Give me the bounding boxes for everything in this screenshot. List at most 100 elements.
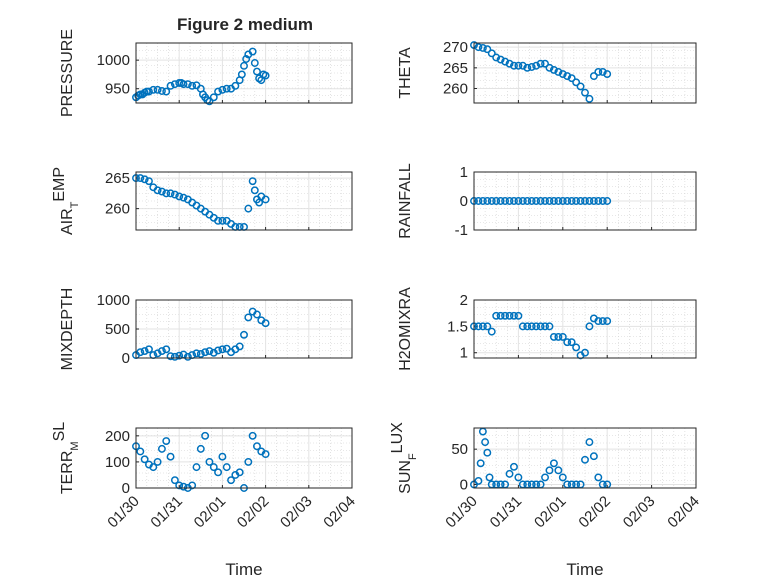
data-point bbox=[589, 197, 598, 205]
data-point bbox=[244, 457, 253, 466]
data-point bbox=[218, 216, 227, 225]
data-point bbox=[179, 193, 188, 202]
data-point bbox=[157, 347, 166, 355]
data-point bbox=[598, 317, 607, 326]
data-point bbox=[585, 322, 594, 331]
y-tick-label: 950 bbox=[105, 81, 130, 98]
x-tick-label: 02/02 bbox=[234, 493, 273, 532]
data-point bbox=[518, 322, 527, 331]
data-point bbox=[170, 352, 179, 361]
data-point bbox=[214, 87, 223, 96]
data-point bbox=[145, 345, 153, 354]
data-point bbox=[501, 197, 510, 205]
x-tick-label: 02/03 bbox=[620, 493, 659, 532]
x-tick-label: 01/30 bbox=[104, 493, 143, 532]
data-point bbox=[205, 97, 214, 106]
data-point bbox=[244, 313, 253, 322]
x-tick-label: 02/03 bbox=[277, 493, 316, 532]
y-tick-label: 265 bbox=[443, 60, 468, 77]
x-tick-label: 01/31 bbox=[147, 493, 186, 532]
y-tick-label: 2 bbox=[460, 292, 468, 309]
subplot-5: 0 500 1000 MIXDEPTH bbox=[59, 288, 353, 371]
data-point bbox=[518, 197, 527, 205]
data-point bbox=[201, 431, 210, 440]
data-point bbox=[136, 447, 145, 456]
y-tick-label: 200 bbox=[105, 428, 130, 445]
y-axis-label-main: MIXDEPTH bbox=[59, 288, 76, 371]
data-point bbox=[261, 450, 270, 459]
x-tick-label: 01/31 bbox=[487, 493, 526, 532]
data-point bbox=[188, 481, 197, 490]
data-point bbox=[476, 459, 485, 468]
data-point bbox=[162, 345, 171, 354]
x-tick-label: 02/01 bbox=[191, 493, 230, 532]
data-point bbox=[496, 311, 505, 320]
y-axis-label-subscript: T bbox=[69, 201, 81, 208]
data-point bbox=[505, 59, 514, 68]
data-point bbox=[572, 343, 581, 352]
axes-box bbox=[135, 171, 353, 231]
data-series bbox=[470, 427, 612, 489]
data-point bbox=[505, 197, 514, 205]
data-point bbox=[541, 197, 549, 205]
data-point bbox=[483, 197, 492, 205]
data-point bbox=[527, 63, 536, 71]
subplot-4: -1 0 1 RAINFALL bbox=[397, 163, 697, 239]
data-point bbox=[527, 322, 536, 331]
subplot-7: 0 100 200 TERRMSL 01/30 01/31 02/01 02/02 02/03 0… bbox=[51, 422, 359, 579]
data-point bbox=[545, 197, 554, 205]
data-point bbox=[549, 332, 558, 341]
y-tick-label: 1 bbox=[460, 164, 468, 181]
data-point bbox=[536, 59, 545, 68]
subplot-1: 950 1000 PRESSURE bbox=[59, 29, 353, 117]
data-point bbox=[598, 68, 607, 76]
data-point bbox=[576, 197, 585, 205]
data-point bbox=[567, 74, 576, 83]
data-point bbox=[209, 463, 218, 472]
data-point bbox=[136, 348, 145, 357]
y-axis-label: AIRTEMP bbox=[51, 167, 82, 235]
y-axis-label-tail: EMP bbox=[51, 167, 68, 202]
data-point bbox=[567, 338, 576, 347]
data-point bbox=[231, 81, 240, 90]
y-axis-label-main: H2OMIXRA bbox=[397, 287, 414, 371]
data-point bbox=[554, 466, 563, 475]
data-point bbox=[145, 177, 153, 186]
data-point bbox=[140, 175, 149, 184]
data-point bbox=[140, 455, 149, 464]
data-point bbox=[518, 61, 527, 70]
y-axis-label: PRESSURE bbox=[59, 29, 76, 117]
data-point bbox=[589, 452, 598, 461]
data-point bbox=[487, 197, 496, 205]
data-point bbox=[581, 348, 589, 357]
data-point bbox=[170, 476, 179, 485]
data-point bbox=[572, 197, 581, 205]
data-point bbox=[179, 80, 188, 89]
data-point bbox=[510, 197, 518, 205]
data-point bbox=[196, 349, 205, 358]
data-point bbox=[563, 338, 572, 347]
data-point bbox=[218, 345, 227, 354]
data-point bbox=[153, 186, 162, 195]
data-point bbox=[492, 311, 501, 320]
subplot-2: 260 265 270 THETA bbox=[397, 39, 697, 104]
data-point bbox=[201, 348, 210, 357]
data-point bbox=[576, 82, 585, 91]
data-point bbox=[253, 67, 261, 76]
data-point bbox=[218, 85, 227, 94]
data-point bbox=[523, 63, 532, 72]
data-point bbox=[483, 448, 492, 457]
y-tick-label: 1000 bbox=[97, 52, 130, 69]
axes-box bbox=[473, 42, 697, 104]
axes-box bbox=[473, 427, 697, 489]
y-axis-label-main: PRESSURE bbox=[59, 29, 76, 117]
y-axis-label-main: SUN bbox=[397, 460, 414, 494]
data-point bbox=[541, 473, 549, 482]
data-point bbox=[205, 457, 214, 466]
data-point bbox=[483, 45, 492, 54]
data-point bbox=[554, 68, 563, 76]
data-point bbox=[603, 70, 612, 78]
y-tick-label: 0 bbox=[122, 350, 130, 367]
data-point bbox=[541, 59, 549, 68]
